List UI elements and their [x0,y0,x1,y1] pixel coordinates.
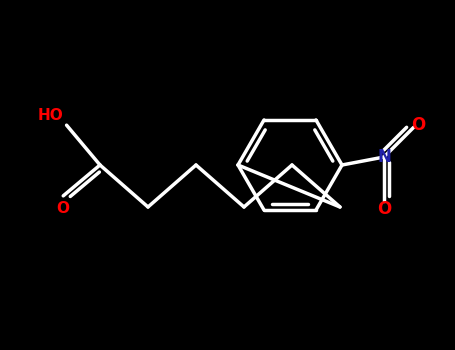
Text: O: O [57,201,70,216]
Text: N: N [377,148,391,166]
Text: HO: HO [38,108,64,123]
Text: O: O [412,116,426,134]
Text: O: O [377,200,391,218]
